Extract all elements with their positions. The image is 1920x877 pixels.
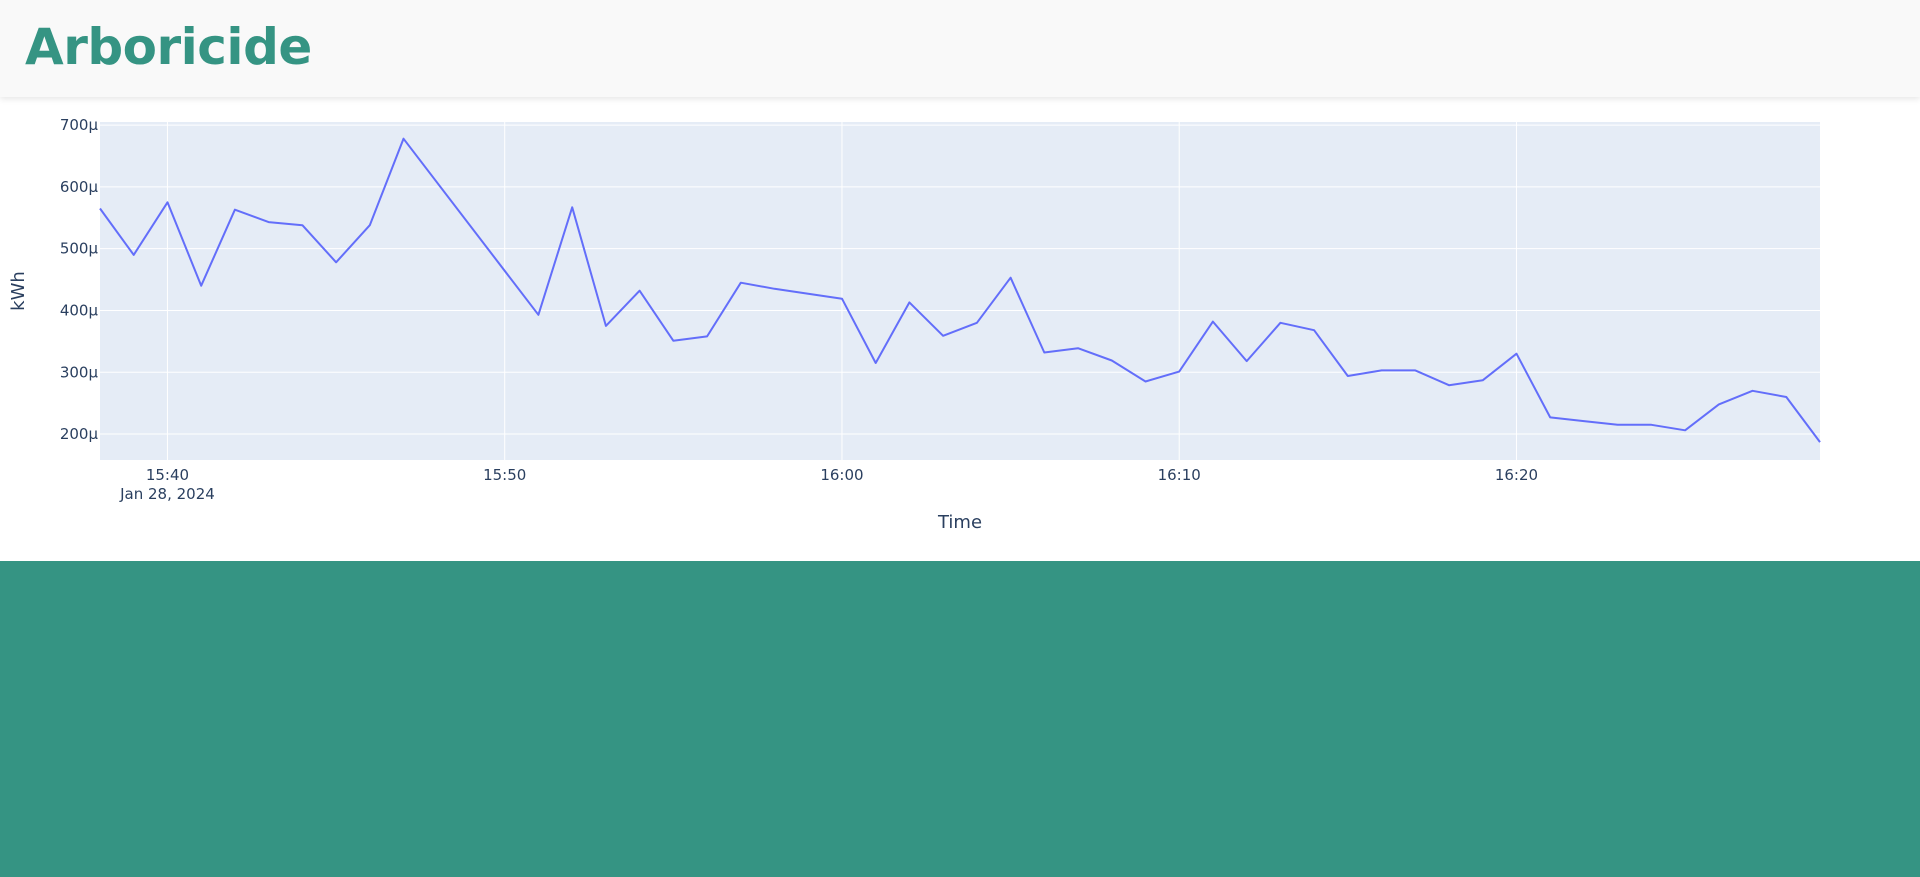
x-date-label: Jan 28, 2024 (119, 485, 215, 503)
series-layer (99, 137, 1821, 443)
y-tick-label: 500µ (60, 240, 99, 258)
series-line (99, 137, 1821, 443)
y-tick-label: 300µ (60, 363, 99, 381)
plot-background (100, 122, 1820, 460)
y-tick-label: 400µ (60, 301, 99, 319)
chart-svg: 200µ 300µ 400µ 500µ 600µ 700µ 15:40 15:50 16:00… (8, 116, 1821, 533)
footer-band (0, 561, 1920, 877)
x-tick-label: 15:50 (483, 466, 526, 484)
app-header: Arboricide (0, 0, 1920, 97)
grid-layer (100, 122, 1820, 460)
app-title: Arboricide (25, 18, 312, 76)
y-tick-label: 600µ (60, 178, 99, 196)
x-tick-label: 16:00 (820, 466, 863, 484)
y-tick-label: 700µ (60, 116, 99, 134)
x-tick-label: 16:10 (1158, 466, 1201, 484)
y-tick-label: 200µ (60, 425, 99, 443)
x-tick-labels: 15:40 15:50 16:00 16:10 16:20 (146, 466, 1538, 484)
energy-chart: 200µ 300µ 400µ 500µ 600µ 700µ 15:40 15:50 16:00… (0, 97, 1920, 561)
x-axis-title: Time (937, 512, 982, 533)
y-axis-title: kWh (8, 271, 29, 311)
y-tick-labels: 200µ 300µ 400µ 500µ 600µ 700µ (60, 116, 99, 443)
x-tick-label: 16:20 (1495, 466, 1538, 484)
x-tick-label: 15:40 (146, 466, 189, 484)
